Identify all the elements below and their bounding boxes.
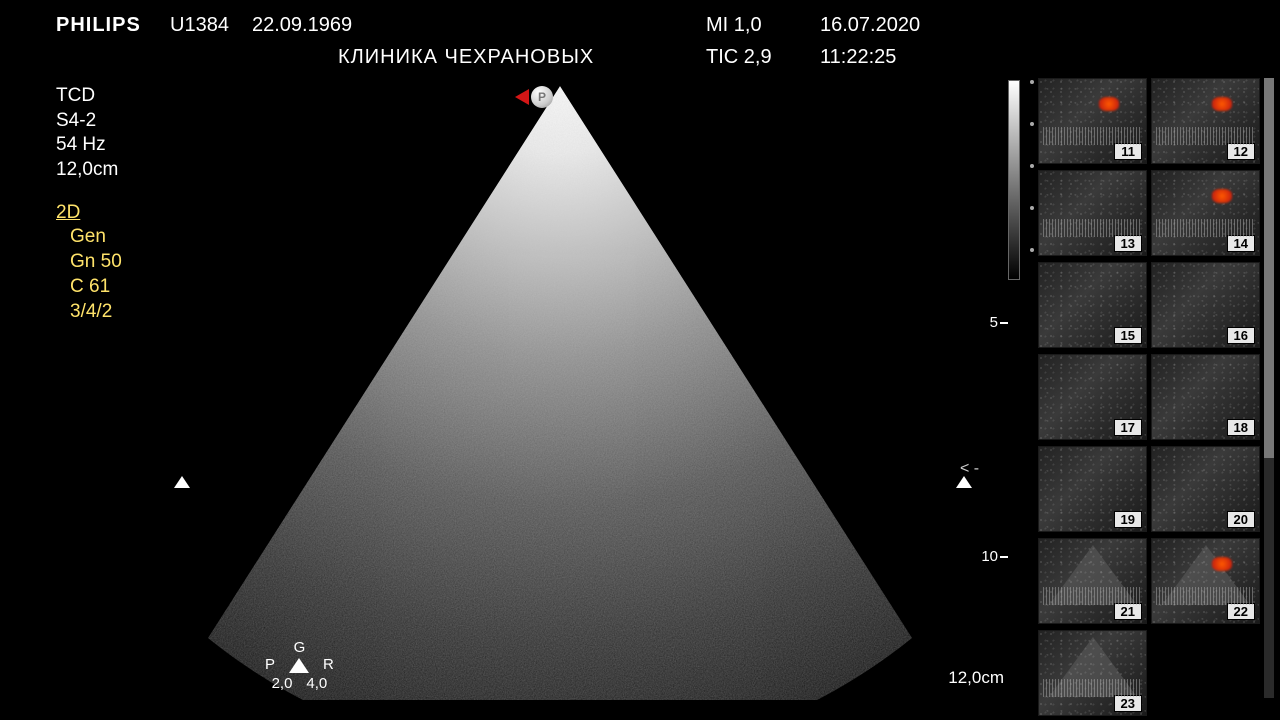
depth-scale: 5 10 xyxy=(968,80,998,680)
clinic-name: КЛИНИКА ЧЕХРАНОВЫХ xyxy=(338,46,594,69)
mechanical-index: MI 1,0 xyxy=(706,14,762,37)
thumbnail-item[interactable]: 20 xyxy=(1151,446,1260,532)
mode-persist: 3/4/2 xyxy=(70,300,122,325)
thumbnail-item[interactable]: 16 xyxy=(1151,262,1260,348)
scrollbar-handle[interactable] xyxy=(1264,78,1274,458)
thumbnail-number: 23 xyxy=(1114,695,1142,712)
patient-dob: 22.09.1969 xyxy=(252,14,352,37)
depth-label: 12,0cm xyxy=(56,158,122,183)
thumbnail-item[interactable]: 19 xyxy=(1038,446,1147,532)
thumbnail-number: 12 xyxy=(1227,143,1255,160)
mode-compress: C 61 xyxy=(70,275,122,300)
frequency-label: 54 Hz xyxy=(56,133,122,158)
thumbnail-number: 17 xyxy=(1114,419,1142,436)
thumbnail-item[interactable]: 18 xyxy=(1151,354,1260,440)
probe-marker-circle-icon: P xyxy=(531,86,553,108)
thumbnail-number: 15 xyxy=(1114,327,1142,344)
exam-time: 11:22:25 xyxy=(820,46,896,69)
thumbnail-number: 13 xyxy=(1114,235,1142,252)
thumbnail-item[interactable]: 23 xyxy=(1038,630,1147,716)
thumbnail-scrollbar[interactable] xyxy=(1264,78,1274,698)
focus-marker-left-icon[interactable] xyxy=(174,476,190,488)
grayscale-bar xyxy=(1008,80,1020,280)
orientation-triangle-icon xyxy=(289,658,309,673)
orientation-compass: G P R 2,0 4,0 xyxy=(265,639,334,692)
ultrasound-image-area[interactable] xyxy=(160,80,960,680)
thumbnail-number: 22 xyxy=(1227,603,1255,620)
thumbnail-item[interactable]: 13 xyxy=(1038,170,1147,256)
probe-orientation-marker: P xyxy=(515,86,553,108)
orientation-val-right: 4,0 xyxy=(306,675,327,692)
thumbnail-number: 11 xyxy=(1114,143,1142,160)
probe-marker-arrow-icon xyxy=(515,89,529,105)
thumbnail-number: 19 xyxy=(1114,511,1142,528)
thumbnail-item[interactable]: 14 xyxy=(1151,170,1260,256)
depth-tick: 10 xyxy=(981,548,998,565)
depth-tick: 5 xyxy=(990,314,998,331)
probe-parameters: TCD S4-2 54 Hz 12,0cm 2D Gen Gn 50 C 61 … xyxy=(56,84,122,324)
orientation-val-left: 2,0 xyxy=(272,675,293,692)
thumbnail-item[interactable]: 15 xyxy=(1038,262,1147,348)
exam-date: 16.07.2020 xyxy=(820,14,920,37)
thumbnail-item[interactable]: 22 xyxy=(1151,538,1260,624)
preset-label: TCD xyxy=(56,84,122,109)
mode-gen: Gen xyxy=(70,225,122,250)
thumbnail-number: 14 xyxy=(1227,235,1255,252)
orientation-left: P xyxy=(265,656,275,675)
brand-logo: PHILIPS xyxy=(56,14,141,37)
thumbnail-number: 20 xyxy=(1227,511,1255,528)
thumbnail-item[interactable]: 11 xyxy=(1038,78,1147,164)
thumbnail-number: 18 xyxy=(1227,419,1255,436)
transducer-label: S4-2 xyxy=(56,109,122,134)
patient-id: U1384 xyxy=(170,14,229,37)
thumbnail-number: 16 xyxy=(1227,327,1255,344)
thumbnail-item[interactable]: 21 xyxy=(1038,538,1147,624)
thermal-index: TIC 2,9 xyxy=(706,46,772,69)
grayscale-tick-dots xyxy=(1030,80,1034,252)
sector-scan-svg xyxy=(160,80,960,700)
depth-max-label: 12,0cm xyxy=(948,668,1004,688)
orientation-top: G xyxy=(265,639,334,656)
thumbnail-number: 21 xyxy=(1114,603,1142,620)
thumbnail-panel: 11121314151617181920212223 xyxy=(1038,78,1260,698)
thumbnail-item[interactable]: 12 xyxy=(1151,78,1260,164)
mode-2d-header[interactable]: 2D xyxy=(56,201,122,226)
orientation-right: R xyxy=(323,656,334,675)
thumbnail-item[interactable]: 17 xyxy=(1038,354,1147,440)
header-bar: PHILIPS U1384 22.09.1969 КЛИНИКА ЧЕХРАНО… xyxy=(0,10,1280,64)
mode-gain: Gn 50 xyxy=(70,250,122,275)
